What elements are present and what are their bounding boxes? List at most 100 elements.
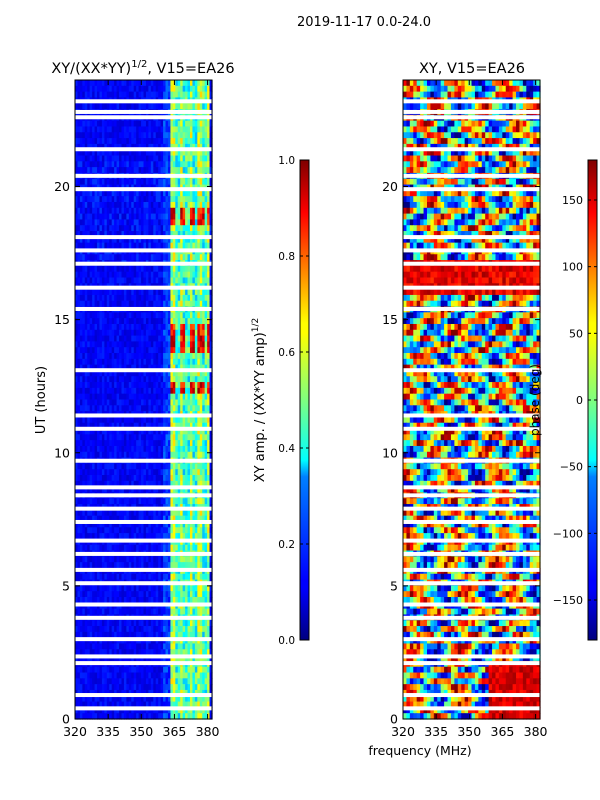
heatmap-cell [199,132,203,139]
heatmap-cell [192,445,196,453]
heatmap-cell [97,533,101,540]
heatmap-cell [77,486,81,494]
heatmap-cell [138,486,142,494]
heatmap-cell [187,335,191,343]
heatmap-cell [111,428,115,435]
heatmap-cell [109,271,113,279]
heatmap-cell [111,318,115,325]
heatmap-cell [143,318,147,325]
heatmap-cell [89,149,93,157]
heatmap-cell [185,155,189,162]
heatmap-cell [84,573,88,581]
heatmap-cell [128,143,132,151]
heatmap-cell [150,138,154,145]
heatmap-cell [84,155,88,162]
heatmap-cell [199,318,203,325]
heatmap-cell [209,277,213,284]
heatmap-cell [150,323,154,331]
heatmap-cell [150,573,154,581]
heatmap-cell [163,143,167,151]
heatmap-cell [155,201,159,209]
heatmap-cell [180,196,184,203]
heatmap-cell [123,219,127,226]
heatmap-cell [204,323,208,331]
heatmap-cell [109,475,113,482]
heatmap-cell [163,289,167,296]
heatmap-cell [126,323,130,331]
heatmap-cell [175,591,179,598]
heatmap-cell [131,323,135,331]
heatmap-cell [189,271,194,279]
heatmap-cell [204,167,208,174]
heatmap-cell [194,509,198,517]
heatmap-cell [204,353,208,360]
heatmap-cell [109,149,113,157]
heatmap-cell [138,254,142,261]
heatmap-cell [109,573,113,581]
heatmap-cell [204,132,208,139]
heatmap-cell [101,544,105,552]
heatmap-cell [94,364,98,372]
heatmap-cell [158,219,162,226]
heatmap-cell [92,341,96,348]
heatmap-cell [163,515,167,523]
heatmap-cell [192,382,196,389]
heatmap-cell [116,341,120,348]
heatmap-cell [97,201,101,209]
heatmap-cell [204,126,208,133]
heatmap-cell [87,318,91,325]
heatmap-cell [177,469,181,476]
heatmap-cell [92,463,96,470]
heatmap-cell [82,329,86,337]
heatmap-cell [89,178,93,186]
heatmap-cell [99,318,103,325]
heatmap-cell [109,323,113,331]
heatmap-cell [180,393,184,401]
heatmap-cell [138,103,142,110]
heatmap-cell [165,167,169,174]
heatmap-cell [109,416,113,424]
heatmap-cell [209,364,213,372]
heatmap-cell [167,294,172,302]
heatmap-cell [131,469,135,476]
heatmap-cell [126,469,130,476]
heatmap-cell [106,213,110,221]
heatmap-cell [158,265,162,273]
heatmap-cell [143,387,147,395]
heatmap-cell [133,120,137,128]
heatmap-cell [207,405,211,412]
heatmap-cell [84,469,88,476]
heatmap-cell [182,132,186,139]
heatmap-cell [136,190,140,197]
heatmap-cell [138,382,142,389]
heatmap-cell [109,300,113,308]
heatmap-cell [199,445,203,453]
heatmap-cell [204,422,208,430]
heatmap-cell [92,196,96,203]
heatmap-cell [138,167,142,174]
heatmap-cell [141,440,145,447]
heatmap-cell [99,254,103,261]
heatmap-cell [75,440,79,447]
heatmap-cell [189,451,194,459]
heatmap-cell [92,573,96,581]
heatmap-cell [155,323,159,331]
heatmap-cell [197,318,201,325]
heatmap-cell [145,271,149,279]
heatmap-cell [97,178,101,186]
heatmap-cell [143,213,147,221]
heatmap-cell [87,91,91,99]
heatmap-cell [194,91,198,99]
heatmap-cell [121,277,125,284]
heatmap-cell [202,335,206,343]
heatmap-cell [79,509,83,517]
heatmap-cell [192,236,196,244]
heatmap-cell [138,132,142,139]
heatmap-cell [158,85,162,93]
heatmap-cell [170,207,174,215]
heatmap-cell [141,521,145,528]
heatmap-cell [158,358,162,366]
heatmap-cell [131,196,135,203]
heatmap-cell [170,353,174,360]
heatmap-cell [111,167,115,174]
